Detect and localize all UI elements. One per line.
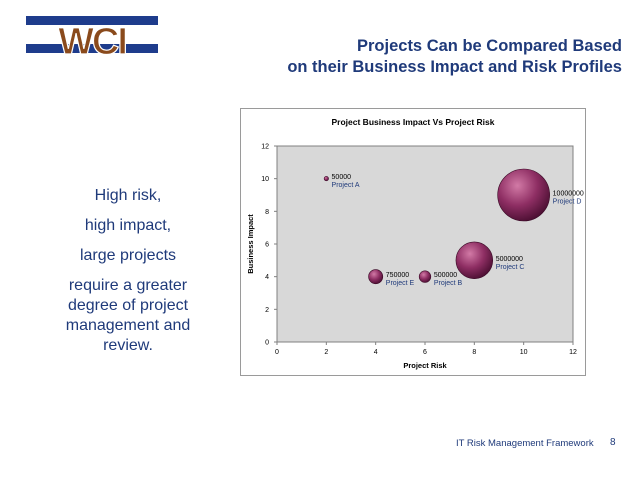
x-axis-label: Project Risk	[403, 361, 447, 370]
y-tick-label: 6	[265, 242, 269, 249]
side-text: High risk, high impact, large projects r…	[58, 186, 198, 356]
wci-logo: WCI	[26, 16, 158, 64]
y-tick-label: 12	[261, 144, 269, 151]
side-text-line: degree of project	[67, 297, 189, 314]
page-number: 8	[610, 437, 616, 448]
slide-title-line-2: on their Business Impact and Risk Profil…	[287, 58, 622, 76]
bubble-size-label: 50000	[332, 174, 352, 181]
y-tick-label: 10	[261, 176, 269, 183]
bubble-size-label: 10000000	[553, 191, 584, 198]
bubble-name-label: Project E	[386, 280, 415, 287]
y-tick-label: 2	[265, 307, 269, 314]
side-text-line: management and	[65, 317, 191, 334]
bubble-chart: Project Business Impact Vs Project Risk 0…	[246, 117, 584, 370]
y-tick-label: 0	[265, 340, 269, 347]
x-tick-label: 6	[423, 349, 427, 356]
bubble-point	[323, 176, 329, 182]
bubble-point	[455, 241, 494, 280]
x-tick-label: 12	[569, 349, 577, 356]
bubble-name-label: Project C	[496, 264, 525, 271]
bubble-point	[368, 269, 384, 285]
y-axis-label: Business Impact	[246, 214, 255, 274]
chart-title: Project Business Impact Vs Project Risk	[332, 117, 495, 127]
side-text-line: review.	[103, 337, 153, 354]
footer-text: IT Risk Management Framework	[456, 438, 594, 449]
bubble-point	[418, 270, 432, 283]
chart-frame: Project Business Impact Vs Project Risk 0…	[240, 108, 586, 376]
side-text-line: require a greater	[68, 277, 188, 294]
x-tick-label: 0	[275, 349, 279, 356]
svg-text:WCI: WCI	[58, 21, 126, 62]
side-text-line: high impact,	[84, 217, 172, 234]
bubble-name-label: Project B	[434, 280, 463, 287]
bubble-name-label: Project D	[553, 199, 582, 206]
slide-title: Projects Can be Compared Based on their …	[202, 36, 622, 78]
y-tick-label: 8	[265, 209, 269, 216]
bubble-size-label: 5000000	[496, 256, 523, 263]
x-tick-label: 8	[472, 349, 476, 356]
wci-logo-graphic: WCI	[26, 16, 158, 64]
bubble-size-label: 750000	[386, 272, 409, 279]
x-tick-label: 4	[374, 349, 378, 356]
y-tick-label: 4	[265, 274, 269, 281]
bubble-name-label: Project A	[332, 182, 360, 189]
side-text-line: large projects	[79, 247, 177, 264]
bubble-size-label: 500000	[434, 272, 457, 279]
bubble-point	[497, 168, 550, 222]
slide-title-line-1: Projects Can be Compared Based	[357, 37, 622, 55]
x-tick-label: 2	[324, 349, 328, 356]
side-text-line: High risk,	[94, 187, 162, 204]
x-tick-label: 10	[520, 349, 528, 356]
